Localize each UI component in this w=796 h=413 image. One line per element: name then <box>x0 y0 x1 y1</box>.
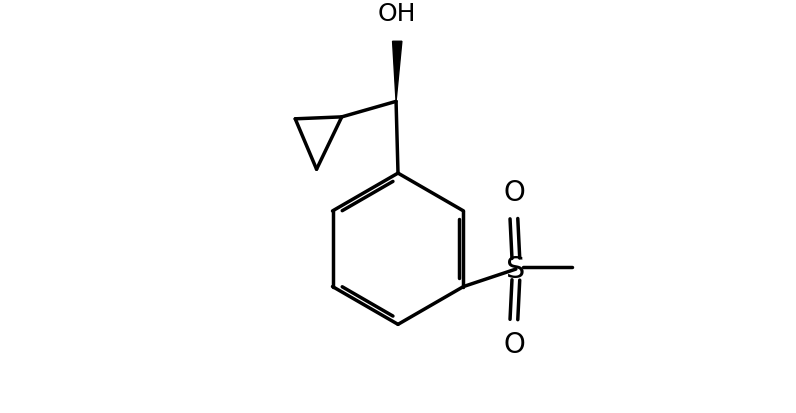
Text: O: O <box>503 179 525 207</box>
Text: S: S <box>506 254 525 284</box>
Polygon shape <box>392 41 402 101</box>
Text: OH: OH <box>378 2 416 26</box>
Text: O: O <box>503 331 525 359</box>
